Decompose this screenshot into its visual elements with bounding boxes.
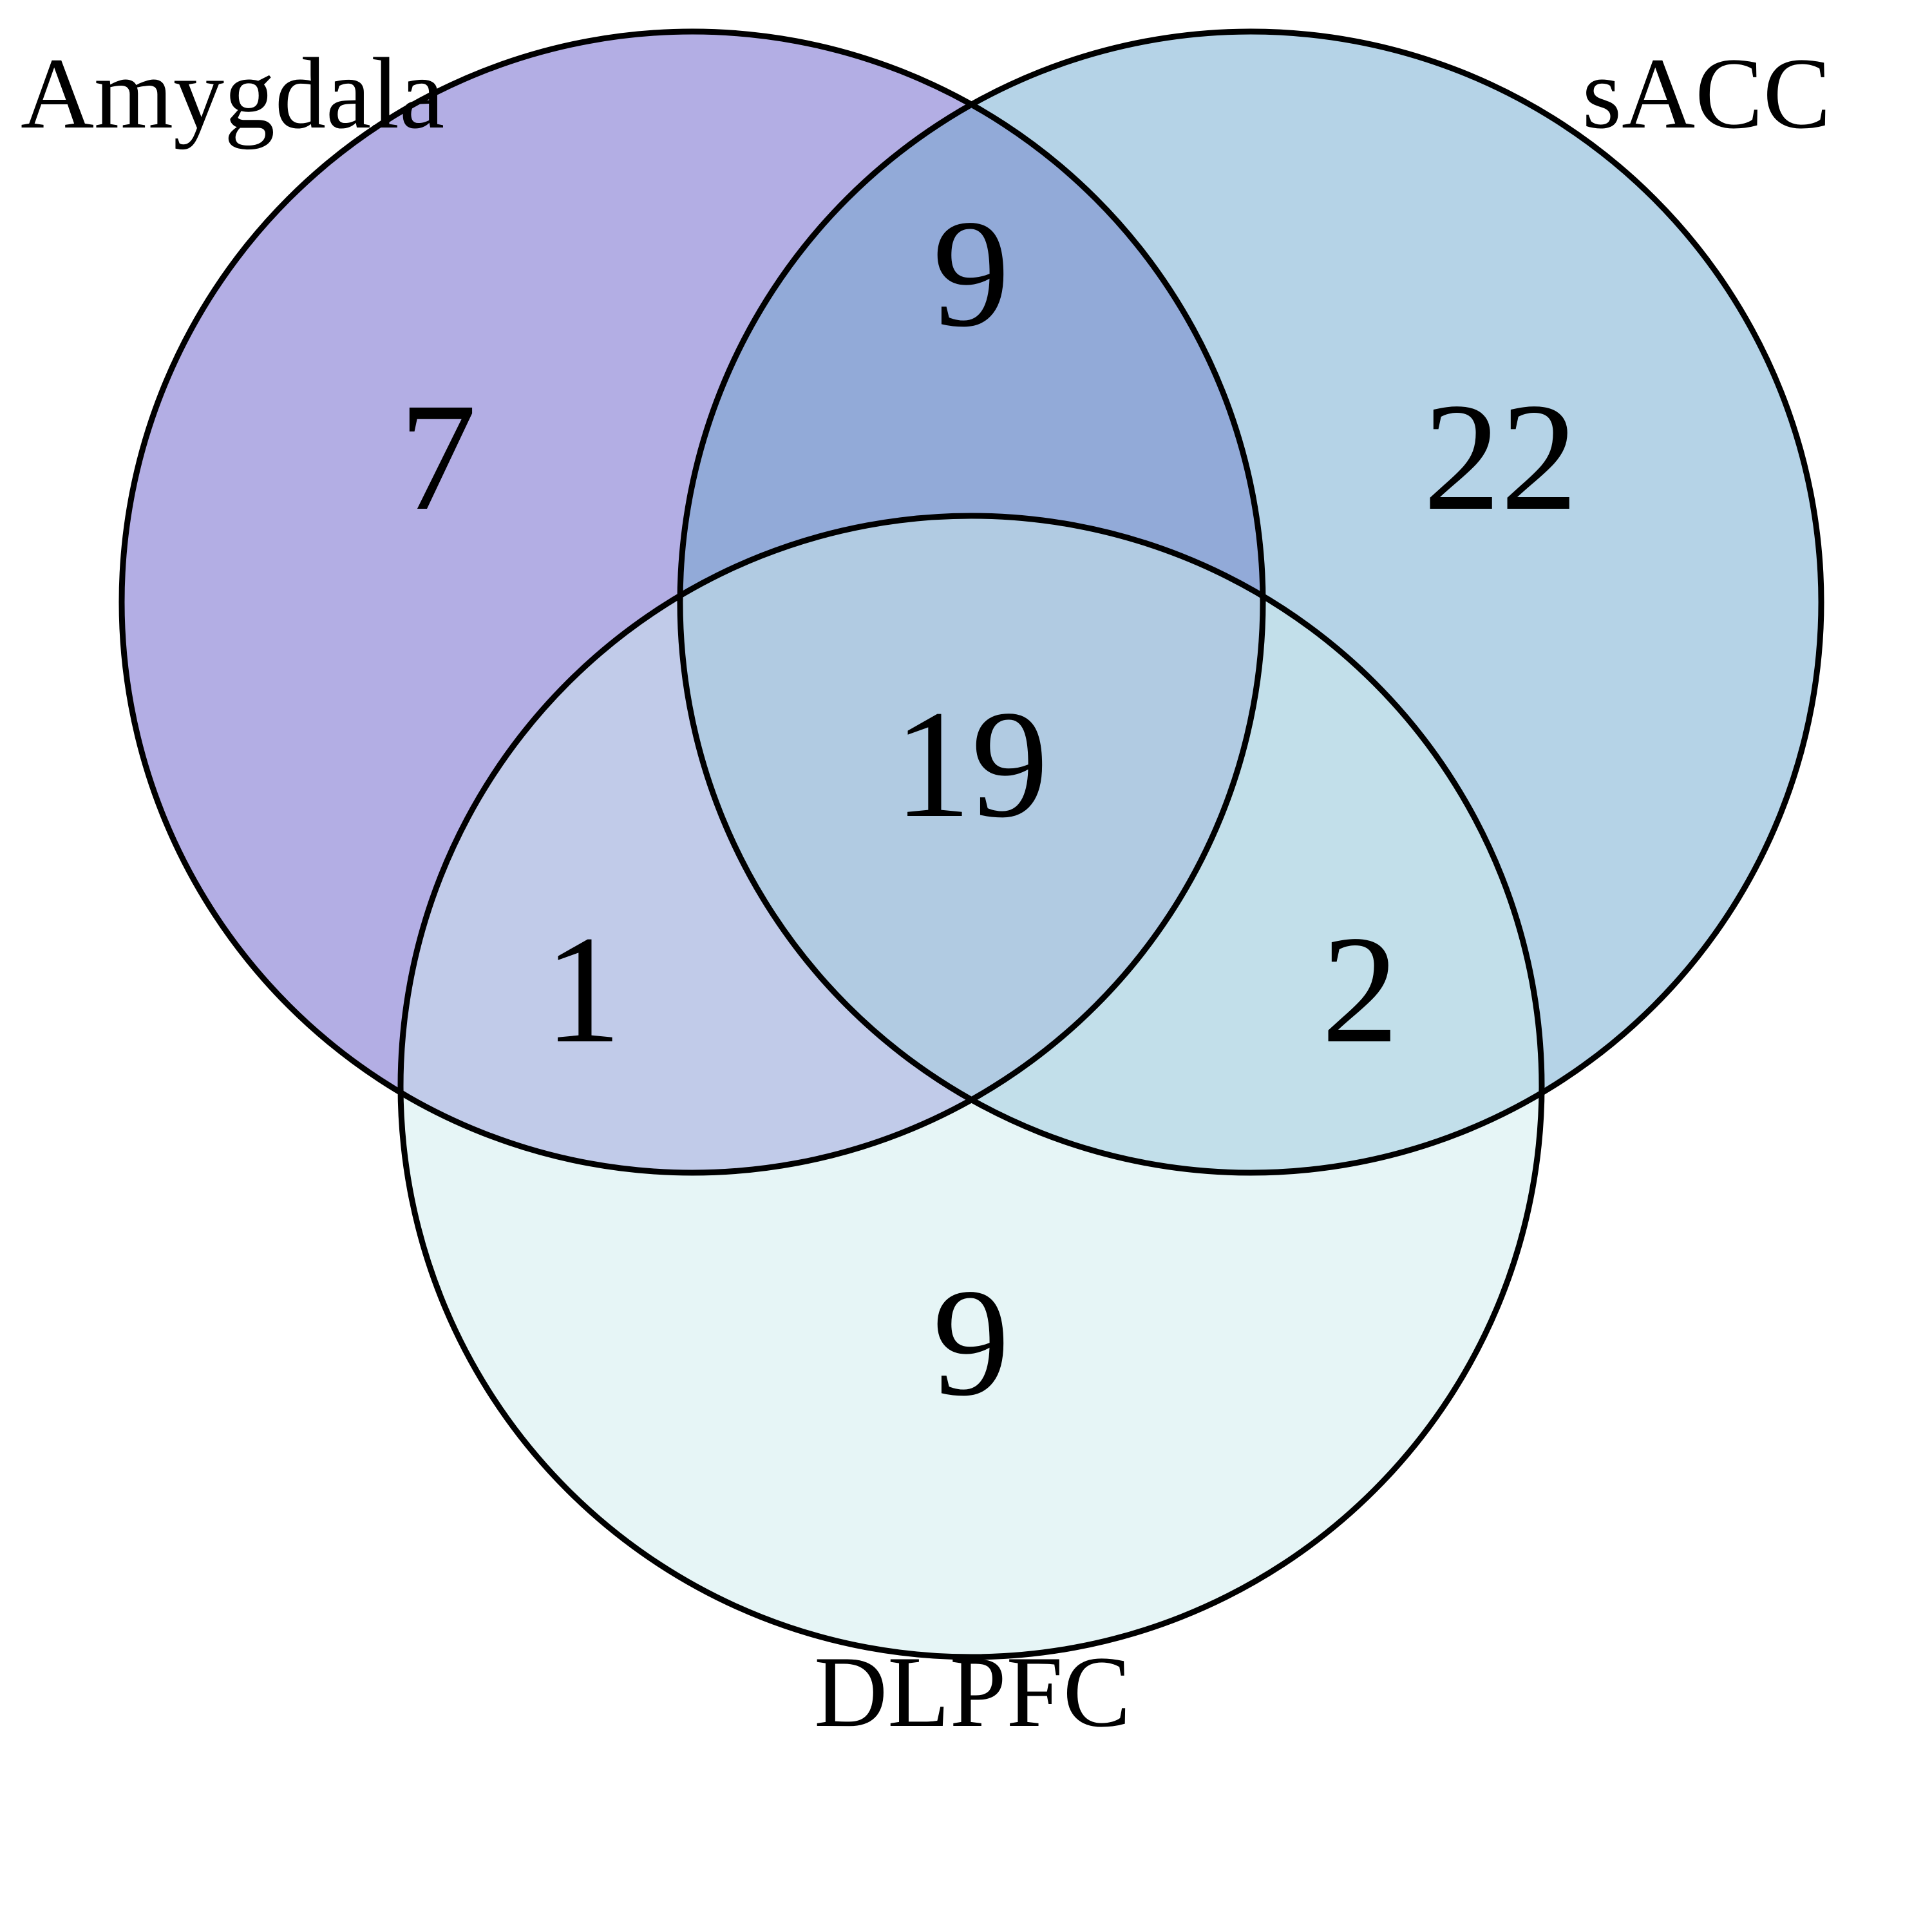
region-count-amygdala-sacc: 9 [933, 187, 1010, 359]
set-label-dlpfc: DLPFC [814, 1636, 1131, 1748]
set-circle-dlpfc-outline [397, 513, 1545, 1660]
set-circle-sacc-outline [677, 28, 1824, 1176]
set-circle-amygdala-outline [118, 28, 1266, 1176]
region-count-all-three: 19 [894, 678, 1048, 849]
region-count-amygdala-dlpfc: 1 [544, 904, 621, 1075]
region-count-amygdala-only: 7 [399, 371, 477, 542]
circle-outlines [118, 28, 1824, 1660]
region-count-sacc-dlpfc: 2 [1321, 904, 1399, 1075]
set-label-sacc: sACC [1582, 37, 1831, 150]
region-count-dlpfc-only: 9 [933, 1256, 1010, 1428]
set-label-amygdala: Amygdala [21, 37, 444, 150]
region-count-sacc-only: 22 [1423, 371, 1578, 542]
